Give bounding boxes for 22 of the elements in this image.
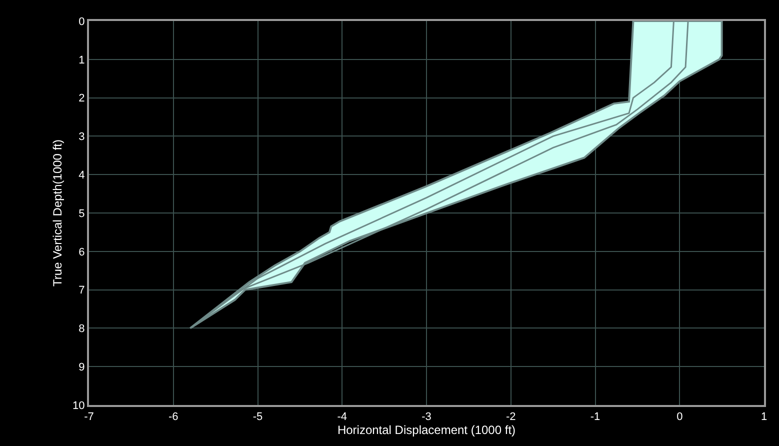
x-tick-label: -6 bbox=[168, 411, 178, 424]
x-tick-label: 0 bbox=[676, 411, 683, 424]
y-tick-label: 1 bbox=[78, 54, 85, 66]
x-tick-label: -5 bbox=[252, 411, 263, 424]
x-tick-label: -2 bbox=[506, 411, 516, 424]
y-tick-label: 2 bbox=[78, 92, 85, 105]
y-tick-label: 10 bbox=[72, 400, 85, 412]
y-tick-label: 9 bbox=[78, 361, 85, 374]
x-tick-label: 1 bbox=[760, 411, 768, 424]
y-tick-label: 3 bbox=[78, 131, 85, 144]
y-tick-label: 4 bbox=[78, 169, 85, 182]
y-tick-label: 6 bbox=[78, 246, 85, 258]
x-axis-title: Horizontal Displacement (1000 ft) bbox=[337, 423, 516, 438]
y-tick-label: 7 bbox=[78, 284, 85, 297]
y-tick-label: 5 bbox=[78, 208, 85, 220]
y-tick-label: 0 bbox=[78, 16, 85, 28]
y-tick-label: 8 bbox=[78, 323, 85, 336]
x-tick-label: -7 bbox=[84, 411, 94, 424]
x-tick-label: -3 bbox=[422, 411, 432, 424]
x-tick-label: -1 bbox=[590, 411, 600, 424]
x-tick-label: -4 bbox=[337, 411, 348, 424]
y-axis-title: True Vertical Depth(1000 ft) bbox=[50, 140, 64, 286]
